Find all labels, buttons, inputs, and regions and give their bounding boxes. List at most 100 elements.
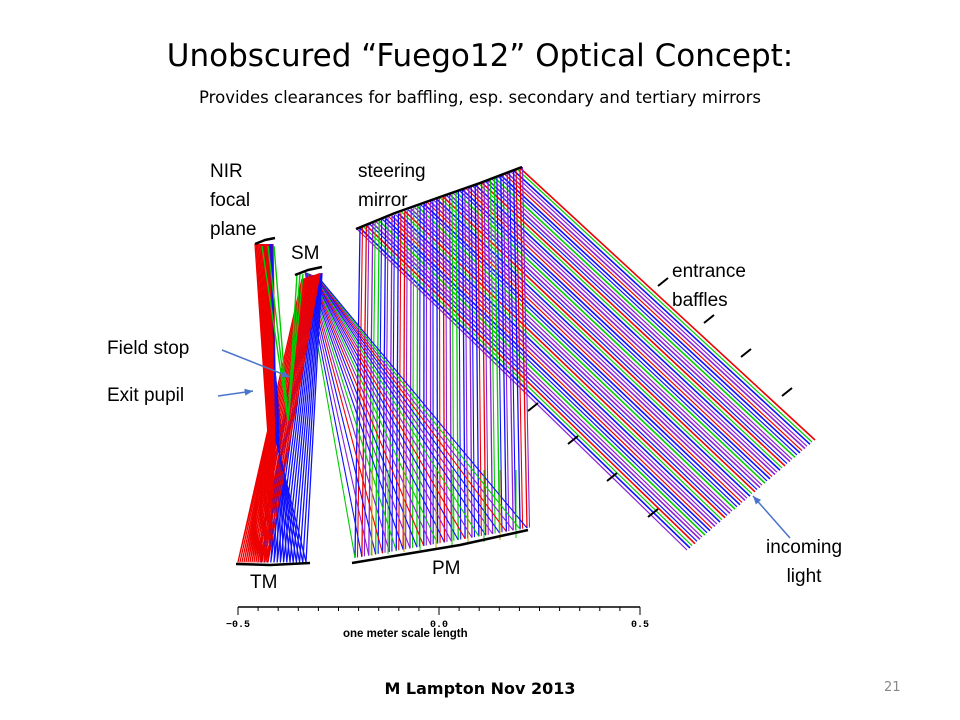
incoming-ray	[372, 222, 701, 540]
incoming-ray	[423, 203, 741, 506]
incoming-ray	[506, 172, 806, 450]
label-entrance-line: entrance	[672, 261, 746, 282]
incoming-ray	[359, 227, 691, 549]
label-tm: TM	[250, 572, 278, 593]
incoming-ray	[414, 206, 733, 512]
incoming-ray	[503, 173, 803, 452]
incoming-ray	[490, 178, 793, 460]
secondary-mirror-surface	[294, 265, 323, 277]
label-nir-focal-plane: NIR focal plane	[210, 157, 257, 244]
steering-to-pm-ray	[411, 207, 415, 548]
incoming-ray	[407, 209, 728, 516]
incoming-ray	[420, 204, 738, 508]
pm-to-sm-ray	[315, 276, 487, 536]
label-sm: SM	[291, 243, 320, 264]
steering-to-pm-ray	[487, 179, 494, 535]
pm-to-sm-ray	[314, 275, 473, 538]
pm-to-sm-ray	[310, 274, 425, 547]
incoming-ray	[369, 223, 698, 542]
label-focal-line: focal	[210, 190, 251, 211]
incoming-ray	[478, 182, 783, 469]
steering-to-pm-ray	[521, 166, 531, 528]
pm-to-sm-ray	[311, 274, 445, 543]
incoming-ray	[510, 170, 808, 447]
label-baffles-line: baffles	[672, 290, 728, 311]
steering-to-pm-ray	[468, 187, 473, 538]
focal-ray-red	[249, 243, 310, 563]
steering-to-pm-ray	[496, 176, 503, 533]
steering-to-pm-ray	[493, 177, 501, 533]
pm-to-sm-ray	[307, 273, 390, 553]
baffle-mark	[781, 387, 793, 397]
incoming-ray	[365, 225, 696, 545]
pm-to-sm-ray	[308, 273, 411, 549]
focal-ray-red	[263, 243, 319, 563]
scale-tick-label: 0.0	[430, 620, 448, 631]
incoming-ray	[401, 211, 723, 521]
steering-to-pm-ray	[489, 178, 496, 534]
steering-to-pm-ray	[451, 193, 455, 541]
mirror-surfaces	[235, 165, 529, 567]
scale-tick-label: 0.5	[631, 620, 649, 631]
baffle-mark	[657, 277, 669, 287]
slide-title: Unobscured “Fuego12” Optical Concept:	[166, 38, 794, 74]
baffle-mark	[703, 314, 715, 324]
label-incoming-light: incoming light	[759, 533, 849, 591]
baffle-mark	[527, 402, 539, 412]
pm-to-sm-ray	[318, 277, 528, 529]
focal-ray-red	[257, 243, 315, 563]
label-field-stop: Field stop	[107, 338, 190, 359]
focal-ray-red	[261, 243, 318, 563]
pm-to-sm-ray	[310, 274, 432, 546]
label-steering-mirror: steering mirror	[358, 157, 426, 215]
steering-to-pm-ray	[442, 196, 446, 543]
incoming-ray	[426, 202, 743, 503]
focal-ray-red	[251, 243, 312, 563]
steering-to-pm-ray	[509, 171, 517, 530]
incoming-ray	[519, 167, 816, 441]
steering-to-pm-ray	[506, 172, 514, 531]
incoming-ray	[487, 179, 791, 463]
primary-mirror-surface	[351, 528, 529, 565]
pm-to-sm-ray	[316, 276, 507, 532]
incoming-ray	[481, 181, 786, 467]
field-stop-arrow-head	[281, 370, 290, 378]
steering-to-pm-ray	[515, 169, 524, 529]
steering-mirror-surface	[355, 165, 523, 231]
incoming-ray	[455, 191, 766, 484]
incoming-ray	[484, 180, 788, 465]
incoming-ray	[461, 189, 771, 480]
incoming-ray	[500, 174, 801, 454]
pm-to-sm-ray	[318, 277, 521, 530]
pm-to-sm-ray	[308, 273, 404, 550]
baffle-mark	[567, 435, 579, 445]
focal-ray-blue	[271, 243, 323, 563]
incoming-ray	[471, 185, 778, 473]
steering-to-pm-ray	[457, 190, 462, 540]
slide-subtitle: Provides clearances for baffling, esp. s…	[199, 88, 761, 107]
slide-footer: M Lampton Nov 2013	[384, 679, 576, 698]
incoming-light-arrow	[752, 495, 791, 539]
incoming-ray	[468, 186, 776, 476]
label-steering-line: steering	[358, 161, 426, 182]
pm-to-sm-ray	[317, 277, 514, 531]
steering-to-pm-ray	[480, 182, 487, 536]
steering-to-pm-ray	[500, 175, 508, 532]
scale-bar: −0.5 0.0 0.5	[226, 606, 649, 631]
steering-to-pm-ray	[470, 186, 476, 538]
pm-to-sm-ray	[315, 276, 494, 535]
incoming-ray	[513, 169, 811, 445]
focal-plane-surface	[254, 236, 276, 246]
steering-to-pm-ray	[436, 199, 439, 544]
label-light-line: light	[786, 566, 822, 587]
steering-to-pm-ray	[455, 191, 459, 541]
steering-to-pm-ray	[483, 181, 489, 535]
ray-bundle	[237, 166, 816, 563]
pm-to-sm-ray	[312, 275, 459, 541]
steering-to-pm-ray	[388, 215, 393, 553]
label-nir-line: NIR	[210, 161, 243, 182]
baffle-mark	[647, 508, 659, 518]
page-number: 21	[884, 680, 901, 695]
pm-to-sm-ray	[316, 276, 500, 534]
steering-to-pm-ray	[409, 208, 412, 549]
